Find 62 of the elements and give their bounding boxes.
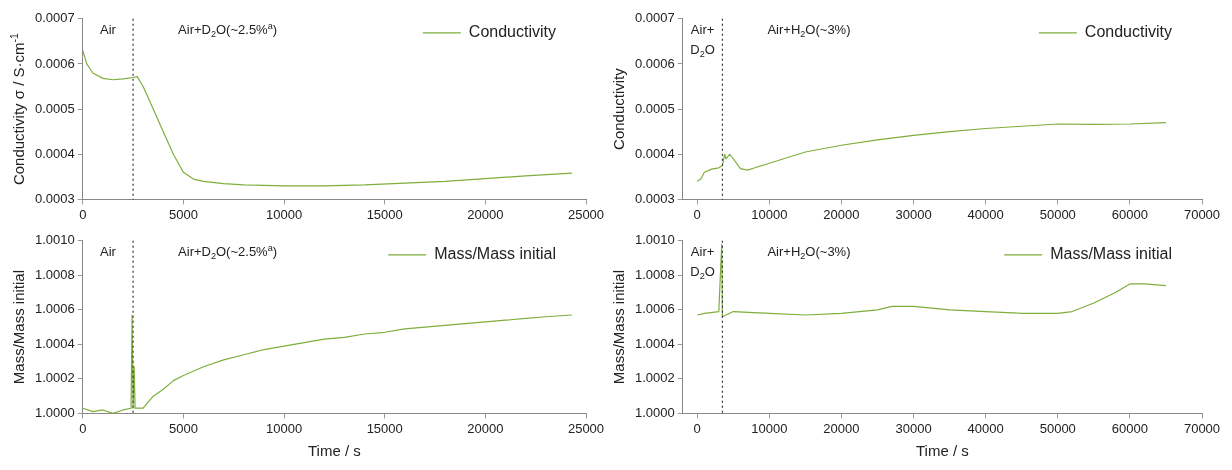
y-tick-label: 1.0006 <box>635 301 675 317</box>
x-tick-label: 25000 <box>567 206 605 222</box>
y-tick-label: 1.0006 <box>35 301 75 317</box>
annotation: Air <box>99 244 117 260</box>
y-tick-label: 1.0000 <box>635 404 675 420</box>
x-tick-label: 60000 <box>1111 206 1148 222</box>
x-tick-label: 50000 <box>1039 420 1076 436</box>
y-tick-label: 0.0003 <box>635 190 675 206</box>
x-tick-label: 25000 <box>567 420 605 436</box>
y-tick-label: 1.0002 <box>35 370 75 386</box>
x-tick-label: 20000 <box>467 420 504 436</box>
x-tick-label: 15000 <box>366 420 403 436</box>
y-tick-label: 1.0010 <box>35 232 75 248</box>
x-tick-label: 10000 <box>265 206 303 222</box>
x-tick-label: 40000 <box>967 206 1004 222</box>
x-tick-label: 10000 <box>265 420 303 436</box>
y-tick-label: 0.0004 <box>35 145 75 161</box>
y-tick-label: 1.0000 <box>35 404 75 420</box>
y-tick-label: 0.0006 <box>35 55 75 71</box>
y-tick-label: 0.0003 <box>35 190 75 206</box>
annotation: Air <box>99 22 117 38</box>
x-tick-label: 5000 <box>168 420 198 436</box>
x-tick-label: 0 <box>693 206 701 222</box>
y-tick-label: 1.0008 <box>35 266 75 282</box>
x-tick-label: 5000 <box>168 206 198 222</box>
y-tick-label: 1.0010 <box>635 232 675 248</box>
y-tick-label: 0.0006 <box>635 55 675 71</box>
legend-label: Conductivity <box>1084 23 1173 41</box>
x-tick-label: 0 <box>693 420 701 436</box>
x-tick-label: 40000 <box>967 420 1004 436</box>
x-tick-label: 50000 <box>1039 206 1076 222</box>
x-tick-label: 30000 <box>895 420 932 436</box>
x-tick-label: 70000 <box>1183 206 1221 222</box>
y-tick-label: 0.0007 <box>635 10 675 26</box>
x-tick-label: 60000 <box>1111 420 1148 436</box>
x-tick-label: 20000 <box>823 206 860 222</box>
y-tick-label: 0.0005 <box>35 100 75 116</box>
y-tick-label: 0.0004 <box>635 145 675 161</box>
x-tick-label: 15000 <box>366 206 403 222</box>
y-axis-title: Mass/Mass initial <box>10 269 28 385</box>
x-tick-label: 10000 <box>751 420 788 436</box>
x-tick-label: 20000 <box>823 420 860 436</box>
y-axis-title: Conductivity σ / S·cm-1 <box>7 32 28 186</box>
legend-label: Mass/Mass initial <box>1050 245 1173 263</box>
x-axis-title: Time / s <box>307 442 361 460</box>
y-tick-label: 1.0008 <box>635 266 675 282</box>
y-axis-title: Mass/Mass initial <box>610 269 628 385</box>
legend-label: Mass/Mass initial <box>434 245 557 263</box>
y-tick-label: 0.0005 <box>635 100 675 116</box>
y-tick-label: 1.0002 <box>635 370 675 386</box>
x-tick-label: 70000 <box>1183 420 1221 436</box>
y-tick-label: 1.0004 <box>635 335 675 351</box>
x-tick-label: 30000 <box>895 206 932 222</box>
x-tick-label: 0 <box>79 206 87 222</box>
x-tick-label: 20000 <box>467 206 504 222</box>
x-tick-label: 0 <box>79 420 87 436</box>
legend-label: Conductivity <box>468 23 557 41</box>
y-axis-title: Conductivity <box>610 67 628 150</box>
y-tick-label: 1.0004 <box>35 335 75 351</box>
x-tick-label: 10000 <box>751 206 788 222</box>
x-axis-title: Time / s <box>915 442 969 460</box>
y-tick-label: 0.0007 <box>35 10 75 26</box>
